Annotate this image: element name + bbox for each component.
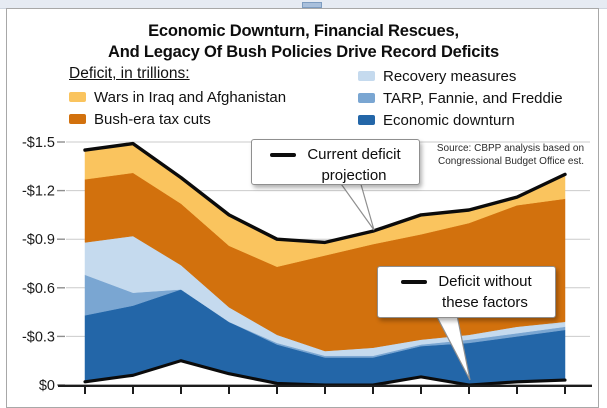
line-sample-dash-icon <box>270 153 297 157</box>
source-note-line1: Source: CBPP analysis based on <box>436 143 584 154</box>
callout-current-line1: Current deficit <box>307 146 401 163</box>
window-chrome-mark <box>302 2 322 8</box>
legend-swatch-icon <box>358 93 375 103</box>
callout-without-line1: Deficit without <box>438 273 532 290</box>
chart-title-line1: Economic Downturn, Financial Rescues, <box>148 22 459 40</box>
legend-item: Bush-era tax cuts <box>69 110 286 128</box>
legend-swatch-icon <box>69 92 86 102</box>
source-note: Source: CBPP analysis based on Congressi… <box>437 143 584 168</box>
y-axis-label: $0 <box>39 378 55 394</box>
y-axis-label: -$1.5 <box>22 135 55 151</box>
callout-without-text: Deficit without these factors <box>438 271 531 313</box>
source-note-line2: Congressional Budget Office est. <box>437 155 584 167</box>
legend-item: Recovery measures <box>358 67 563 85</box>
legend-item-label: Bush-era tax cuts <box>94 110 211 128</box>
y-axis-label: -$1.2 <box>22 184 55 200</box>
callout-current-deficit-projection: Current deficit projection <box>251 139 420 185</box>
legend-item: Wars in Iraq and Afghanistan <box>69 88 286 106</box>
legend-swatch-icon <box>358 71 375 81</box>
chart-title: Economic Downturn, Financial Rescues, An… <box>7 21 600 63</box>
y-axis-label: -$0.9 <box>22 232 55 248</box>
legend-item: Economic downturn <box>358 111 563 129</box>
callout-current-line2: projection <box>321 167 387 184</box>
legend-left-column: Deficit, in trillions: Wars in Iraq and … <box>69 65 286 132</box>
callout-current-tail <box>337 180 375 231</box>
legend-item: TARP, Fannie, and Freddie <box>358 89 563 107</box>
line-sample-dash-icon <box>401 280 428 284</box>
legend-item-label: Recovery measures <box>383 67 517 85</box>
callout-current-text: Current deficit projection <box>307 144 400 186</box>
total-deficit-line <box>83 141 567 245</box>
legend-item-label: Economic downturn <box>383 111 515 129</box>
legend-right-column: Recovery measures TARP, Fannie, and Fredd… <box>358 67 563 133</box>
legend-header: Deficit, in trillions: <box>69 65 190 82</box>
callout-without-line2: these factors <box>442 294 528 311</box>
legend-swatch-icon <box>69 114 86 124</box>
legend-swatch-icon <box>358 115 375 125</box>
callout-deficit-without-factors: Deficit without these factors <box>377 266 556 318</box>
y-axis-label: -$0.3 <box>22 329 55 345</box>
legend-item-label: Wars in Iraq and Afghanistan <box>94 88 287 106</box>
chart-title-line2: And Legacy Of Bush Policies Drive Record… <box>108 43 499 61</box>
legend-item-label: TARP, Fannie, and Freddie <box>383 89 563 107</box>
y-axis-label: -$0.6 <box>22 281 55 297</box>
